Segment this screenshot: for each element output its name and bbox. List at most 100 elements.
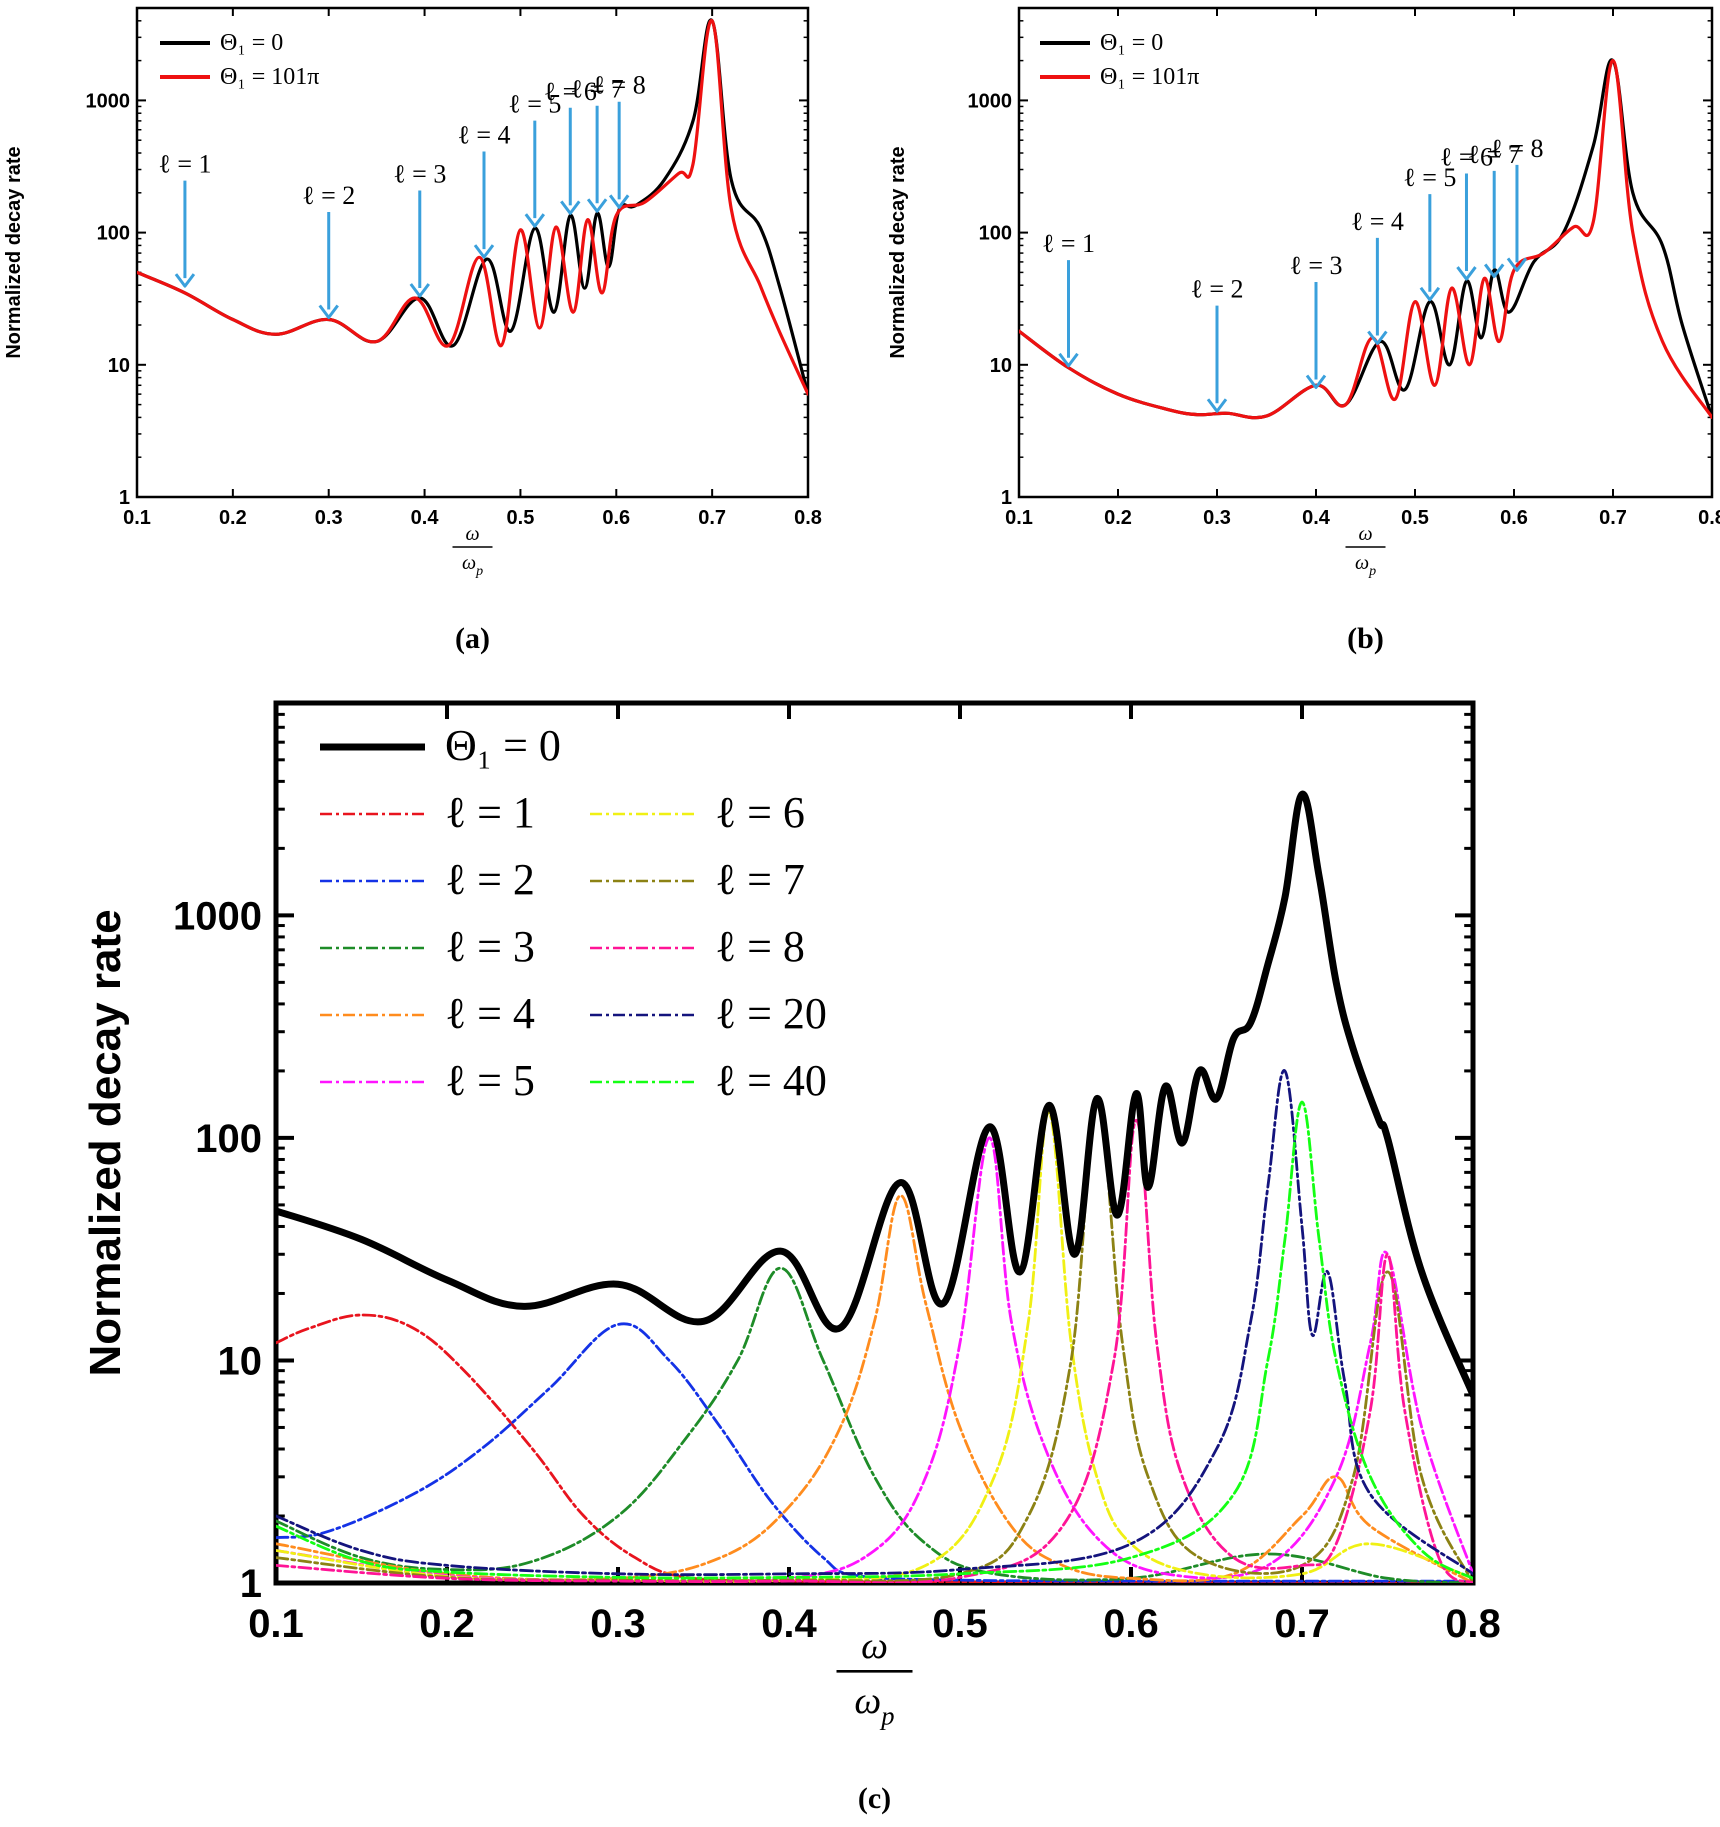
annotation-label: ℓ = 7	[571, 75, 624, 104]
x-tick-label: 0.7	[698, 507, 726, 529]
x-label-denominator: ωp	[854, 1680, 894, 1730]
series-line-10	[276, 1100, 1473, 1580]
x-tick-label: 0.1	[248, 1602, 304, 1646]
series-line-1	[137, 19, 808, 396]
x-tick-label: 0.2	[1104, 507, 1132, 529]
y-tick-label: 1000	[173, 894, 262, 938]
series-line-5	[276, 1136, 1473, 1583]
x-label-denominator-omega: ω	[854, 1680, 881, 1722]
x-tick-label: 0.1	[123, 507, 151, 529]
series-line-1	[276, 1313, 1473, 1583]
annotation-arrow-head	[174, 273, 196, 288]
x-tick-label: 0.3	[1203, 507, 1231, 529]
legend-label: Θ₁ = 0	[1100, 30, 1163, 56]
legend-label: Θ₁ = 101π	[1100, 64, 1199, 90]
x-tick-label: 0.6	[1500, 507, 1528, 529]
annotation-label: ℓ = 4	[457, 121, 510, 150]
annotation-arrow-head	[524, 213, 546, 228]
x-tick-label: 0.4	[411, 507, 440, 529]
panel-label: (c)	[858, 1782, 891, 1815]
legend-label: ℓ = 3	[445, 922, 535, 971]
series-line-4	[276, 1194, 1473, 1583]
x-tick-label: 0.4	[761, 1602, 817, 1646]
y-tick-label: 10	[990, 355, 1012, 377]
y-tick-label: 1	[240, 1562, 262, 1606]
x-label-denominator-sub: p	[879, 1701, 894, 1731]
legend-label: ℓ = 40	[715, 1056, 827, 1105]
y-tick-label: 100	[97, 223, 130, 245]
legend: Θ₁ = 0 ℓ = 1 ℓ = 2 ℓ = 3 ℓ = 4 ℓ = 5 ℓ = 6 ℓ = …	[320, 721, 827, 1105]
curves	[276, 790, 1473, 1583]
legend-label: ℓ = 20	[715, 989, 827, 1038]
curves	[137, 18, 808, 396]
panel-label: (b)	[1347, 622, 1384, 655]
y-axis-label: Normalized decay rate	[887, 146, 909, 358]
x-tick-label: 0.5	[1401, 507, 1429, 529]
annotation-label: ℓ = 6	[544, 77, 597, 106]
x-tick-label: 0.8	[1445, 1602, 1501, 1646]
series-line-7	[276, 1103, 1473, 1583]
legend-label: ℓ = 6	[715, 788, 805, 837]
x-tick-label: 0.8	[794, 507, 822, 529]
series-line-2	[276, 1322, 1473, 1583]
series-line-6	[276, 1111, 1473, 1583]
annotation-arrow-head	[1305, 374, 1327, 390]
annotation-arrow-head	[1206, 398, 1228, 413]
x-label-denominator-omega: ω	[462, 552, 476, 574]
x-label-denominator: ωp	[462, 552, 483, 579]
x-tick-label: 0.6	[602, 507, 630, 529]
series-line-1	[1019, 58, 1712, 420]
annotation-arrow-head	[608, 194, 630, 209]
x-label-numerator: ω	[465, 523, 479, 545]
annotation-arrow-head	[473, 244, 495, 259]
legend-label: Θ₁ = 0	[445, 721, 561, 770]
panel-label: (a)	[455, 622, 490, 655]
annotation-label: ℓ = 7	[1468, 140, 1521, 169]
annotation-arrow-head	[1367, 330, 1388, 345]
annotation-arrow-head	[1419, 286, 1441, 302]
series-line-9	[276, 1069, 1473, 1577]
x-tick-label: 0.1	[1005, 507, 1033, 529]
x-tick-label: 0.5	[507, 507, 535, 529]
x-label-numerator: ω	[861, 1625, 888, 1667]
legend-label: Θ₁ = 0	[220, 30, 283, 56]
y-tick-label: 1	[1001, 487, 1012, 509]
legend-label: ℓ = 8	[715, 922, 805, 971]
x-label-numerator: ω	[1358, 523, 1372, 545]
annotation-arrow-head	[1058, 352, 1079, 368]
annotation-arrow-head	[409, 283, 430, 298]
legend-label: ℓ = 1	[445, 788, 535, 837]
x-label-denominator-omega: ω	[1355, 552, 1369, 574]
annotation-arrow-head	[586, 198, 608, 213]
chart-panel-b: 0.1 0.2 0.3 0.4 0.5 0.6 0.7 0.8 1 10 100 1000 Normal…	[887, 6, 1720, 655]
annotation-label: ℓ = 5	[508, 90, 561, 119]
y-axis-label: Normalized decay rate	[81, 909, 130, 1376]
annotation-arrow-head	[318, 304, 339, 320]
chart-panel-c: 0.1 0.2 0.3 0.4 0.5 0.6 0.7 0.8 1 10 100 1000 Normal…	[81, 700, 1501, 1815]
series-line-0	[276, 790, 1473, 1399]
legend: Θ₁ = 0 Θ₁ = 101π	[1040, 30, 1199, 90]
series-line-3	[276, 1266, 1473, 1583]
x-tick-label: 0.2	[219, 507, 247, 529]
x-label-denominator: ωp	[1355, 552, 1376, 579]
y-tick-label: 100	[195, 1117, 262, 1161]
x-tick-label: 0.6	[1103, 1602, 1159, 1646]
y-tick-label: 10	[108, 355, 130, 377]
y-axis-label: Normalized decay rate	[3, 146, 25, 358]
x-tick-label: 0.2	[419, 1602, 475, 1646]
x-tick-label: 0.7	[1599, 507, 1627, 529]
series-line-0	[1019, 58, 1712, 420]
annotation-arrow-head	[1484, 263, 1505, 278]
x-tick-label: 0.4	[1302, 507, 1331, 529]
annotation-label: ℓ = 4	[1351, 207, 1404, 236]
annotation-label: ℓ = 1	[1042, 229, 1095, 258]
annotation-label: ℓ = 8	[593, 71, 646, 100]
y-tick-label: 1000	[968, 90, 1013, 112]
y-tick-label: 1	[119, 487, 130, 509]
x-tick-label: 0.5	[932, 1602, 988, 1646]
y-tick-label: 10	[218, 1339, 263, 1383]
curves	[1019, 58, 1712, 420]
chart-panel-a: 0.1 0.2 0.3 0.4 0.5 0.6 0.7 0.8 1 10 100 1000 Normal…	[3, 6, 822, 655]
x-tick-label: 0.3	[590, 1602, 646, 1646]
